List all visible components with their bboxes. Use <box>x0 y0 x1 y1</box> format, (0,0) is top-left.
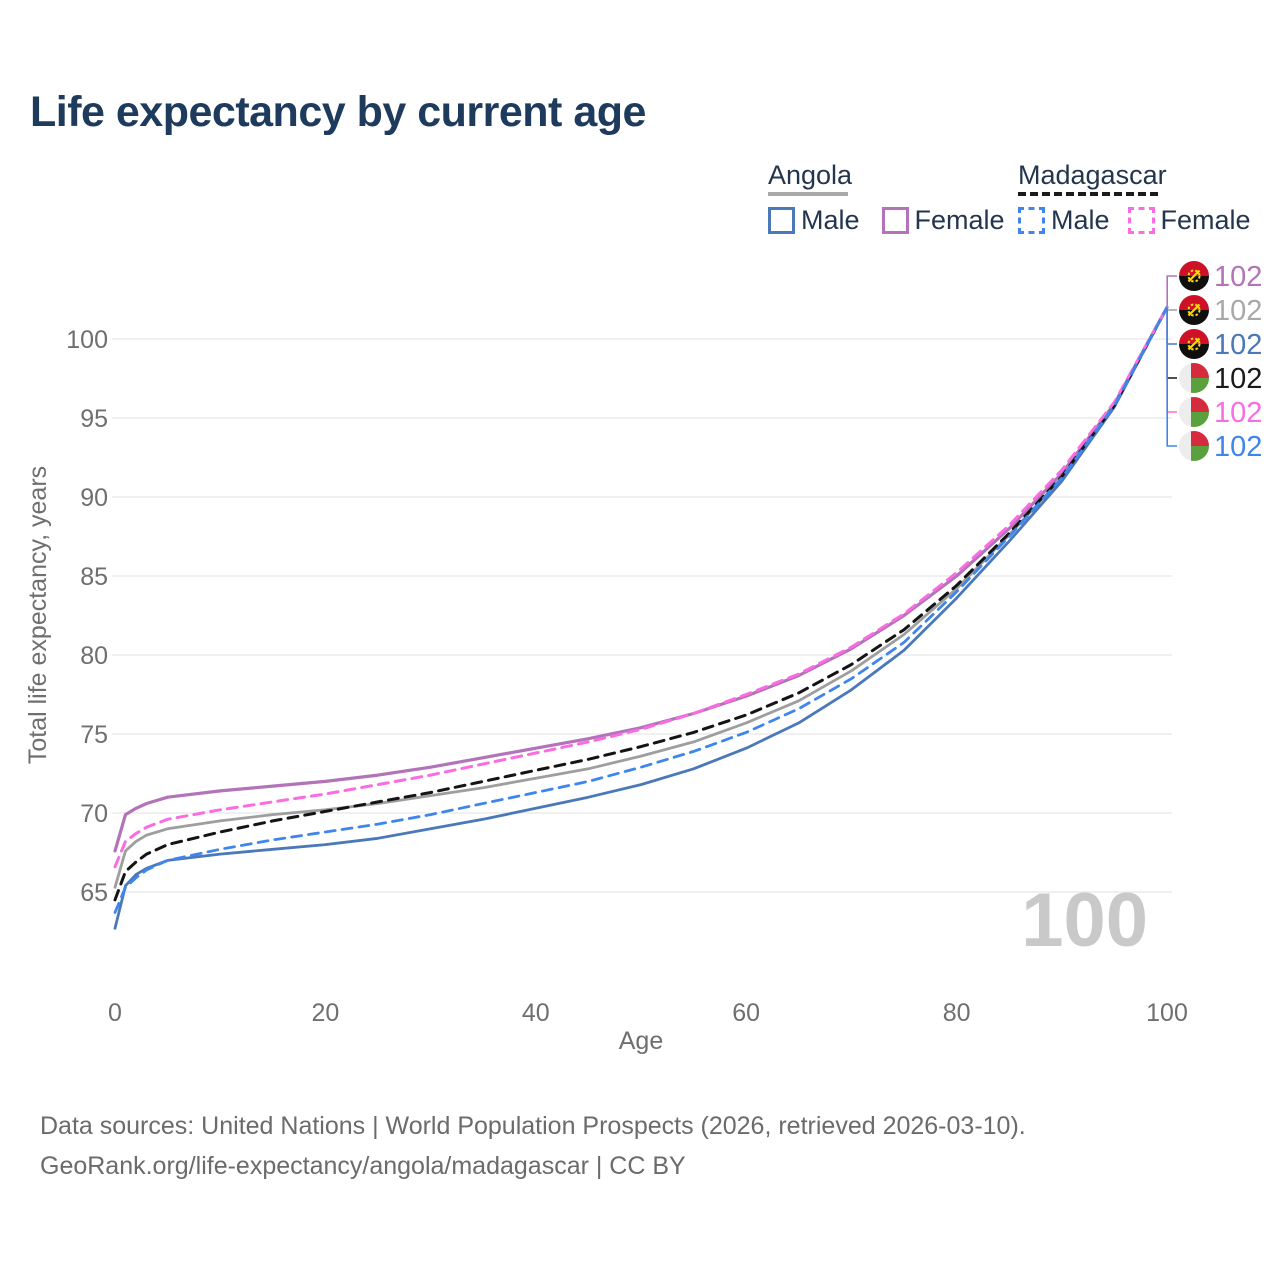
x-tick-label: 80 <box>943 999 971 1027</box>
data-sources-text: Data sources: United Nations | World Pop… <box>40 1112 1026 1140</box>
legend-item-label: Male <box>1051 205 1110 235</box>
end-value-label: 102 <box>1214 261 1262 293</box>
madagascar-flag-icon <box>1179 397 1209 427</box>
angola-solid-line-sample <box>768 192 848 196</box>
line-angola-both-sexes[interactable] <box>113 305 1169 889</box>
end-value-label: 102 <box>1214 329 1262 361</box>
angola-flag-icon <box>1179 329 1209 359</box>
y-tick-label: 75 <box>80 721 108 749</box>
line-madagascar-female[interactable] <box>113 305 1169 869</box>
end-value-label: 102 <box>1214 397 1262 429</box>
line-angola-female[interactable] <box>113 305 1169 853</box>
line-madagascar-male[interactable] <box>113 305 1169 914</box>
legend-item-angola-male[interactable]: Male <box>768 205 860 236</box>
legend-item-angola-female[interactable]: Female <box>881 205 1005 236</box>
x-axis-title: Age <box>619 1027 663 1055</box>
end-value-label: 102 <box>1214 295 1262 327</box>
end-label-leader-line <box>1166 275 1177 308</box>
footer: Data sources: United Nations | World Pop… <box>40 1106 1026 1186</box>
legend-item-madagascar-male[interactable]: Male <box>1018 205 1110 236</box>
page-title: Life expectancy by current age <box>30 88 646 136</box>
madagascar-male-swatch-icon <box>1018 207 1045 234</box>
end-label-leader-line <box>1166 308 1177 379</box>
y-tick-label: 80 <box>80 642 108 670</box>
angola-flag-icon <box>1179 295 1209 325</box>
y-tick-label: 65 <box>80 879 108 907</box>
end-label-leader-line <box>1166 308 1177 447</box>
end-value-label: 102 <box>1214 431 1262 463</box>
legend-group-angola: Angola Male Female <box>768 160 1005 236</box>
madagascar-dashed-line-sample <box>1018 192 1158 196</box>
legend-item-label: Female <box>914 205 1005 235</box>
legend-item-label: Female <box>1160 205 1251 235</box>
attribution-text: GeoRank.org/life-expectancy/angola/madag… <box>40 1152 686 1180</box>
end-label-leader-line <box>1166 308 1177 311</box>
angola-female-swatch-icon <box>881 207 909 234</box>
x-tick-label: 60 <box>732 999 760 1027</box>
y-tick-label: 85 <box>80 563 108 591</box>
legend-item-madagascar-female[interactable]: Female <box>1127 205 1251 236</box>
line-angola-male[interactable] <box>113 305 1169 930</box>
legend-item-label: Male <box>801 205 860 235</box>
end-value-label: 102 <box>1214 363 1262 395</box>
y-tick-label: 70 <box>80 800 108 828</box>
end-label-leader-line <box>1166 308 1177 413</box>
y-tick-label: 90 <box>80 484 108 512</box>
angola-male-swatch-icon <box>768 207 795 234</box>
y-tick-label: 95 <box>80 405 108 433</box>
y-axis-title: Total life expectancy, years <box>24 466 52 764</box>
x-tick-label: 100 <box>1146 999 1188 1027</box>
madagascar-flag-icon <box>1179 363 1209 393</box>
hover-age-watermark: 100 <box>1021 878 1148 963</box>
line-madagascar-both-sexes[interactable] <box>113 305 1169 902</box>
legend-country-angola[interactable]: Angola <box>768 160 853 190</box>
legend-group-madagascar: Madagascar Male Female <box>1018 160 1251 236</box>
x-tick-label: 0 <box>108 999 122 1027</box>
x-tick-label: 20 <box>311 999 339 1027</box>
x-tick-label: 40 <box>522 999 550 1027</box>
madagascar-flag-icon <box>1179 431 1209 461</box>
legend-country-madagascar[interactable]: Madagascar <box>1018 160 1167 190</box>
madagascar-female-swatch-icon <box>1127 207 1155 234</box>
angola-flag-icon <box>1179 261 1209 291</box>
y-tick-label: 100 <box>66 326 108 354</box>
